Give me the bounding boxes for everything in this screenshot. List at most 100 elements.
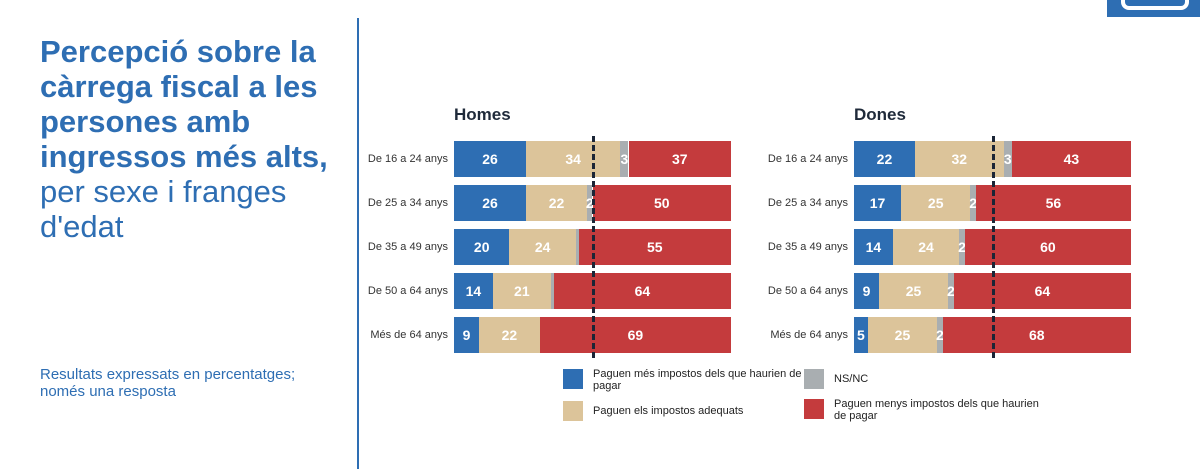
legend-item-nsnc: NS/NC — [804, 368, 1044, 389]
page-title: Percepció sobre la càrrega fiscal a les … — [40, 34, 350, 244]
data-label-dones-nsnc-2: 2 — [958, 239, 966, 255]
data-label-dones-more-3: 9 — [862, 283, 871, 299]
data-label-dones-nsnc-0: 3 — [1003, 151, 1012, 167]
data-label-dones-adequate-3: 25 — [905, 283, 922, 299]
data-label-dones-adequate-2: 24 — [918, 239, 934, 255]
data-label-dones-more-2: 14 — [865, 239, 882, 255]
category-label-dones-1: De 25 a 34 anys — [767, 197, 848, 209]
bar-segment-homes-nsnc-1: 2 — [585, 185, 594, 221]
data-label-dones-adequate-4: 25 — [894, 327, 911, 343]
bar-segment-homes-adequate-2: 24 — [509, 229, 576, 265]
legend-label-nsnc: NS/NC — [834, 373, 869, 385]
category-label-homes-0: De 16 a 24 anys — [367, 153, 448, 165]
bar-segment-homes-adequate-0: 34 — [526, 141, 621, 177]
category-label-dones-3: De 50 a 64 anys — [767, 285, 848, 297]
bar-segment-homes-adequate-1: 22 — [526, 185, 587, 221]
legend-item-less: Paguen menys impostos dels que haurien d… — [804, 398, 1044, 422]
legend-label-more: Paguen més impostos dels que haurien de … — [593, 368, 802, 392]
data-label-dones-less-0: 43 — [1063, 151, 1080, 167]
bar-segment-dones-nsnc-0: 3 — [1003, 141, 1012, 177]
panel-title-dones: Dones — [854, 105, 906, 124]
reference-line-dones — [991, 136, 995, 358]
legend-swatch-less — [804, 399, 824, 419]
data-label-dones-nsnc-4: 2 — [935, 327, 944, 343]
category-label-homes-1: De 25 a 34 anys — [367, 197, 448, 209]
legend-label-less: Paguen menys impostos dels que haurien d… — [834, 398, 1039, 422]
reference-line-homes — [591, 136, 595, 358]
data-label-homes-less-3: 64 — [634, 283, 651, 299]
data-label-dones-adequate-0: 32 — [951, 151, 968, 167]
bar-segment-homes-more-0: 26 — [454, 141, 527, 177]
data-label-homes-less-1: 50 — [653, 195, 670, 211]
bar-segment-dones-more-2: 14 — [854, 229, 893, 265]
category-label-homes-4: Més de 64 anys — [370, 329, 448, 341]
bar-segment-homes-nsnc-3 — [550, 273, 554, 309]
data-label-homes-more-2: 20 — [473, 239, 490, 255]
data-label-dones-less-2: 60 — [1040, 239, 1056, 255]
results-note: Resultats expressats en percentatges; no… — [40, 366, 296, 400]
bar-segment-homes-more-1: 26 — [454, 185, 527, 221]
bar-segment-dones-less-3: 64 — [953, 273, 1131, 309]
bar-segment-dones-nsnc-1: 2 — [969, 185, 977, 221]
category-label-dones-4: Més de 64 anys — [770, 329, 848, 341]
bar-segment-homes-less-3: 64 — [553, 273, 731, 309]
legend-item-adequate: Paguen els impostos adequats — [563, 400, 803, 421]
data-label-homes-less-2: 55 — [647, 239, 663, 255]
data-label-homes-more-0: 26 — [482, 151, 498, 167]
data-label-dones-less-1: 56 — [1045, 195, 1062, 211]
title-bold: Percepció sobre la càrrega fiscal a les … — [40, 34, 328, 174]
data-label-homes-adequate-1: 22 — [548, 195, 565, 211]
bar-segment-dones-more-4: 5 — [854, 317, 868, 353]
brand-logo — [1107, 0, 1200, 17]
data-label-homes-more-4: 9 — [462, 327, 471, 343]
data-label-homes-nsnc-0: 3 — [620, 151, 629, 167]
bar-segment-dones-adequate-0: 32 — [914, 141, 1004, 177]
data-label-homes-adequate-0: 34 — [565, 151, 581, 167]
bar-segment-dones-more-3: 9 — [854, 273, 879, 309]
data-label-dones-less-4: 68 — [1029, 327, 1045, 343]
bar-segment-dones-less-2: 60 — [964, 229, 1131, 265]
bar-segment-dones-nsnc-4: 2 — [935, 317, 944, 353]
bar-segment-homes-more-2: 20 — [454, 229, 510, 265]
data-label-dones-adequate-1: 25 — [927, 195, 944, 211]
legend-swatch-nsnc — [804, 369, 824, 389]
bar-segment-homes-less-4: 69 — [539, 317, 731, 353]
data-label-homes-less-4: 69 — [627, 327, 644, 343]
category-label-dones-0: De 16 a 24 anys — [767, 153, 848, 165]
legend-swatch-adequate — [563, 401, 583, 421]
bar-segment-dones-adequate-1: 25 — [901, 185, 971, 221]
bar-segment-homes-adequate-4: 22 — [478, 317, 540, 353]
bar-segment-homes-less-1: 50 — [592, 185, 731, 221]
bar-segment-dones-adequate-2: 24 — [892, 229, 960, 265]
panel-title-homes: Homes — [454, 105, 511, 124]
data-label-dones-nsnc-1: 2 — [969, 195, 977, 211]
data-label-homes-adequate-3: 21 — [514, 283, 530, 299]
bar-segment-homes-more-3: 14 — [454, 273, 493, 309]
data-label-dones-nsnc-3: 2 — [947, 283, 955, 299]
bar-segment-dones-nsnc-3: 2 — [947, 273, 955, 309]
legend-swatch-more — [563, 369, 583, 389]
data-label-homes-adequate-4: 22 — [501, 327, 518, 343]
bar-segment-dones-less-1: 56 — [975, 185, 1131, 221]
bar-segment-homes-adequate-3: 21 — [492, 273, 551, 309]
bar-segment-homes-less-0: 37 — [628, 141, 731, 177]
legend-label-adequate: Paguen els impostos adequats — [593, 405, 744, 417]
title-normal: per sexe i franges d'edat — [40, 174, 287, 244]
data-label-homes-more-3: 14 — [465, 283, 482, 299]
bar-segment-dones-more-0: 22 — [854, 141, 915, 177]
data-label-dones-more-1: 17 — [869, 195, 886, 211]
data-label-homes-more-1: 26 — [482, 195, 498, 211]
category-label-dones-2: De 35 a 49 anys — [767, 241, 848, 253]
category-label-homes-2: De 35 a 49 anys — [367, 241, 448, 253]
data-label-dones-less-3: 64 — [1034, 283, 1051, 299]
bar-segment-homes-nsnc-0: 3 — [620, 141, 629, 177]
bar-segment-dones-more-1: 17 — [854, 185, 902, 221]
data-label-homes-adequate-2: 24 — [534, 239, 551, 255]
bar-segment-dones-less-4: 68 — [942, 317, 1131, 353]
bar-segment-homes-nsnc-2 — [575, 229, 579, 265]
data-label-homes-nsnc-1: 2 — [585, 195, 594, 211]
logo-mark — [1121, 0, 1189, 10]
data-label-dones-more-4: 5 — [857, 327, 865, 343]
bar-segment-dones-adequate-4: 25 — [867, 317, 938, 353]
data-label-dones-more-0: 22 — [876, 151, 893, 167]
